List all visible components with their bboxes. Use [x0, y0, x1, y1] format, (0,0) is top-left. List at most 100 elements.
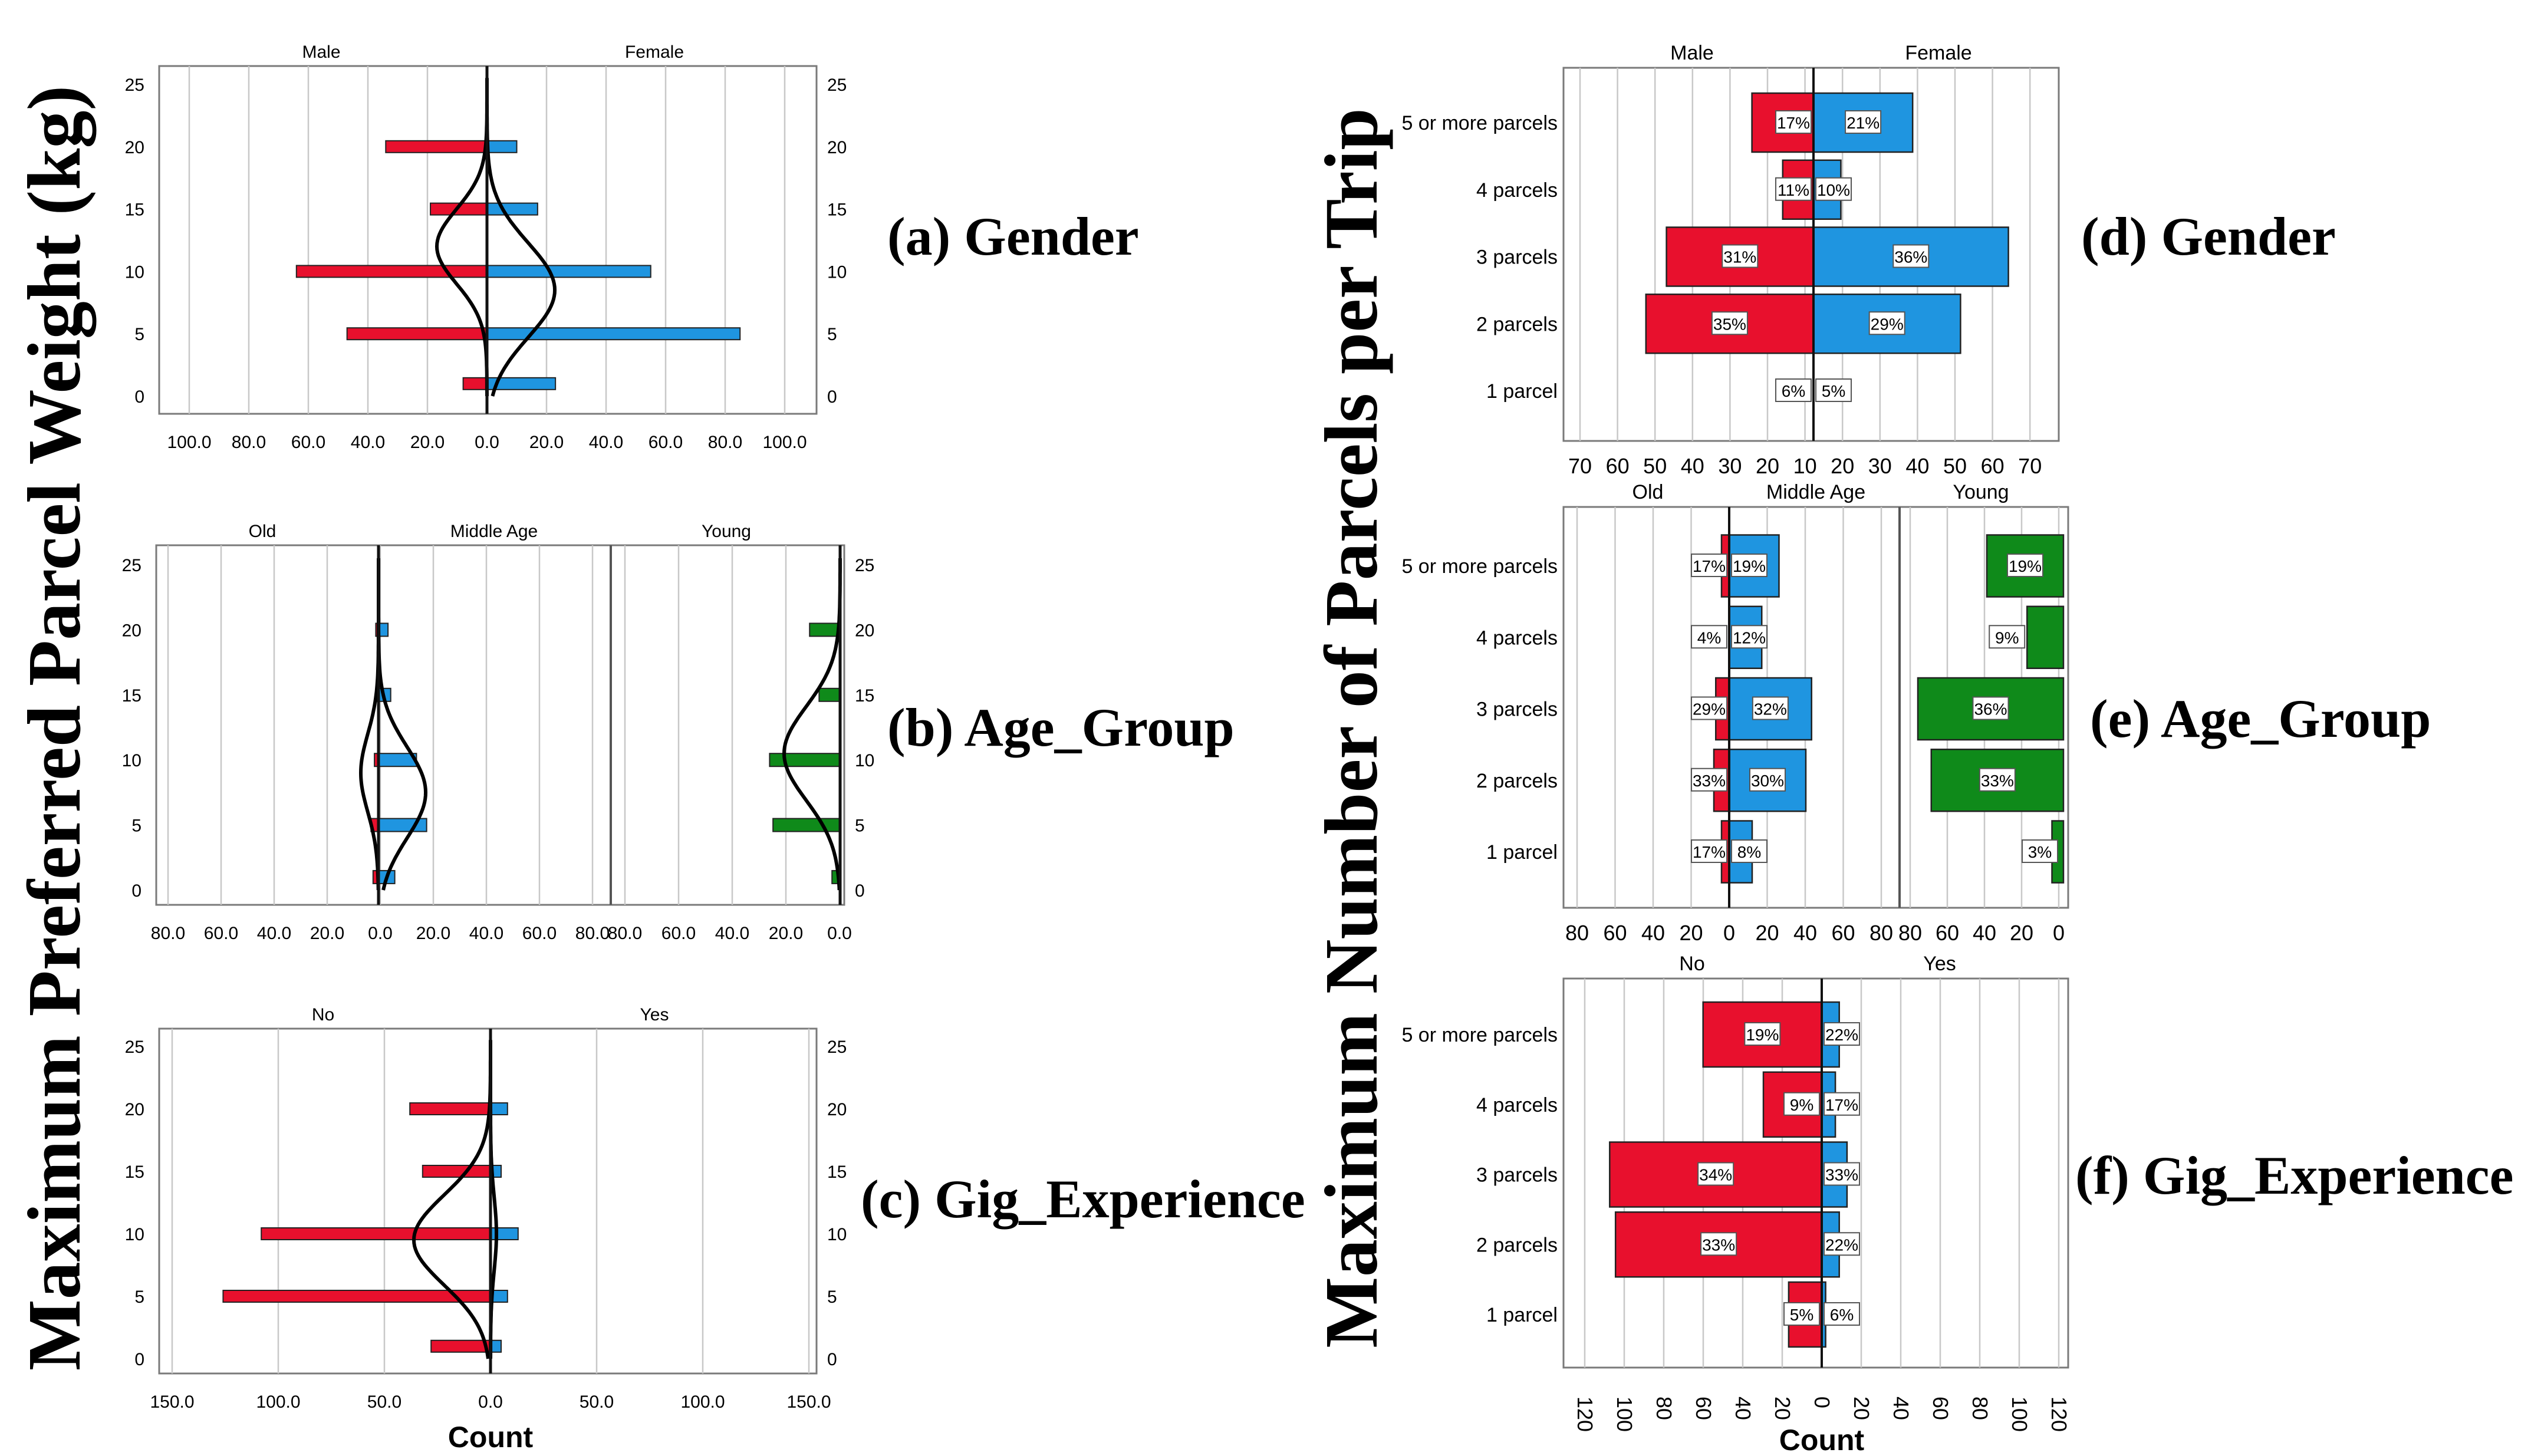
x-tick-label: 60: [1831, 921, 1855, 945]
y-tick-label: 15: [125, 200, 144, 220]
data-label: 33%: [1825, 1166, 1858, 1184]
data-label-box: [1824, 1022, 1860, 1046]
x-tick-label: 0: [1810, 1396, 1834, 1408]
x-tick-label: 30: [1718, 454, 1742, 478]
bar-young: [818, 687, 841, 702]
data-label: 17%: [1825, 1096, 1858, 1114]
category-label: 2 parcels: [1476, 313, 1558, 335]
bar-young: [2026, 605, 2065, 669]
x-tick-label: 20: [1755, 921, 1779, 945]
y-tick-label: 20: [125, 138, 144, 157]
category-label: 4 parcels: [1476, 627, 1558, 649]
data-label-box: [1989, 625, 2026, 649]
bar-female: [486, 140, 518, 153]
category-label: 3 parcels: [1476, 699, 1558, 721]
x-tick-label: 40.0: [469, 924, 503, 943]
x-tick-label: 100.0: [167, 433, 211, 452]
y-tick-label: 0: [131, 881, 141, 901]
x-tick-label: 80.0: [708, 433, 742, 452]
data-label-box: [1731, 839, 1767, 863]
data-label: 31%: [1723, 248, 1756, 266]
bar-male: [346, 327, 488, 341]
x-tick-label: 50.0: [367, 1392, 401, 1412]
data-label-box: [1711, 311, 1748, 335]
category-label: 3 parcels: [1476, 246, 1558, 269]
bar-young: [809, 622, 841, 637]
left-axis-title: Maximum Preferred Parcel Weight (kg): [12, 85, 96, 1371]
y-tick-label: 10: [122, 751, 141, 770]
data-label: 5%: [1790, 1306, 1813, 1324]
panel-label: Yes: [1923, 953, 1956, 975]
x-tick-label: 20: [2010, 921, 2033, 945]
data-label-box: [2007, 554, 2043, 577]
x-tick-label: 60.0: [522, 924, 557, 943]
y-tick-label: 15: [827, 200, 847, 220]
data-label: 9%: [1790, 1096, 1813, 1114]
data-label-box: [1752, 696, 1789, 720]
y-tick-label: 15: [855, 686, 874, 706]
data-label: 6%: [1830, 1306, 1854, 1324]
y-tick-label: 20: [122, 621, 141, 640]
x-tick-label: 0.0: [368, 924, 393, 943]
normal-curve: [435, 78, 489, 396]
category-label: 2 parcels: [1476, 770, 1558, 792]
category-label: 4 parcels: [1476, 179, 1558, 202]
bar-female: [486, 265, 651, 278]
bar-no: [430, 1339, 492, 1353]
chart-caption: (f) Gig_Experience: [2075, 1145, 2513, 1205]
y-tick-label: 5: [827, 325, 837, 344]
data-label-box: [1775, 378, 1812, 402]
x-tick-label: 150.0: [150, 1392, 194, 1412]
y-tick-label: 15: [122, 686, 141, 706]
x-tick-label: 40: [1905, 454, 1929, 478]
data-label-box: [1815, 378, 1852, 402]
y-tick-label: 25: [827, 1037, 847, 1057]
chart-caption: (e) Age_Group: [2090, 689, 2431, 749]
y-tick-label: 5: [131, 816, 141, 836]
panel-label: No: [1679, 953, 1704, 975]
panel-label: Yes: [640, 1005, 669, 1025]
x-tick-label: 120: [1573, 1396, 1597, 1432]
data-label: 30%: [1751, 772, 1784, 790]
data-label: 11%: [1778, 181, 1809, 199]
data-label: 17%: [1693, 843, 1726, 861]
x-tick-label: 100.0: [256, 1392, 300, 1412]
data-label: 22%: [1825, 1026, 1858, 1044]
panel-label: Male: [1670, 42, 1714, 64]
chart-b: Old Middle Age Young 0 0 5 5 10 10 15 15 20 20 25 25 80…: [122, 522, 1235, 943]
x-tick-label: 80.0: [151, 924, 185, 943]
x-tick-label: 20.0: [416, 924, 450, 943]
x-tick-label: 60: [1928, 1396, 1953, 1420]
category-label: 4 parcels: [1476, 1094, 1558, 1116]
chart-caption: (c) Gig_Experience: [861, 1169, 1305, 1229]
x-tick-label: 40.0: [351, 433, 385, 452]
bar-no: [422, 1165, 491, 1178]
panel-label: Old: [1632, 481, 1664, 503]
y-tick-label: 25: [855, 556, 874, 575]
bar-young: [769, 753, 841, 767]
x-tick-label: 60.0: [649, 433, 683, 452]
y-tick-label: 5: [134, 325, 144, 344]
data-label: 29%: [1871, 315, 1904, 333]
category-label: 1 parcel: [1486, 380, 1558, 403]
chart-f: No Yes 5 or more parcels 4 parcels 3 parcels…: [1401, 953, 2513, 1456]
normal-curve: [485, 78, 557, 397]
chart-caption: (d) Gender: [2081, 206, 2336, 266]
y-tick-label: 10: [125, 262, 144, 282]
category-label: 5 or more parcels: [1401, 1024, 1558, 1046]
data-label-box: [1892, 244, 1930, 268]
bar-male: [385, 140, 488, 153]
chart-d: Male Female 5 or more parcels 4 parcels 3 pa…: [1401, 42, 2335, 478]
category-label: 5 or more parcels: [1401, 112, 1558, 134]
y-tick-label: 10: [827, 1225, 847, 1244]
x-tick-label: 70: [2018, 454, 2042, 478]
data-label-box: [1700, 1232, 1737, 1256]
data-label-box: [1972, 696, 2009, 720]
y-tick-label: 20: [827, 138, 847, 157]
data-label-box: [1722, 244, 1759, 268]
panel-label: Female: [625, 42, 684, 62]
data-label: 36%: [1894, 248, 1927, 266]
data-label: 32%: [1754, 700, 1787, 719]
data-label-box: [1824, 1302, 1860, 1326]
